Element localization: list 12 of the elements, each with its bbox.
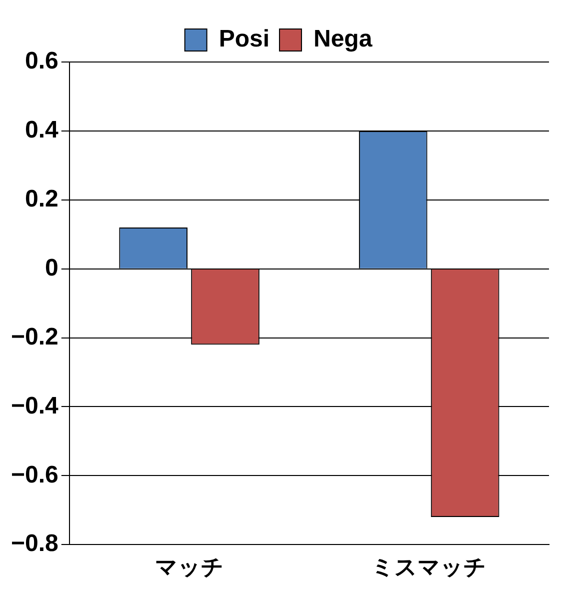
x-tick-label: マッチ [154, 556, 224, 581]
y-tick-label: 0 [45, 254, 58, 282]
y-tick-label: 0.2 [25, 186, 58, 213]
y-tick-label: −0.8 [10, 530, 58, 558]
y-tick-label: 0.6 [25, 48, 58, 75]
y-tick-label: 0.4 [25, 116, 60, 144]
y-tick-label: −0.4 [10, 392, 60, 420]
y-tick-label: −0.2 [10, 323, 58, 350]
y-tick-label: −0.6 [10, 461, 58, 488]
x-tick-label: ミスマッチ [372, 556, 487, 581]
legend-label: Nega [314, 26, 373, 53]
legend-label: Posi [218, 26, 270, 53]
